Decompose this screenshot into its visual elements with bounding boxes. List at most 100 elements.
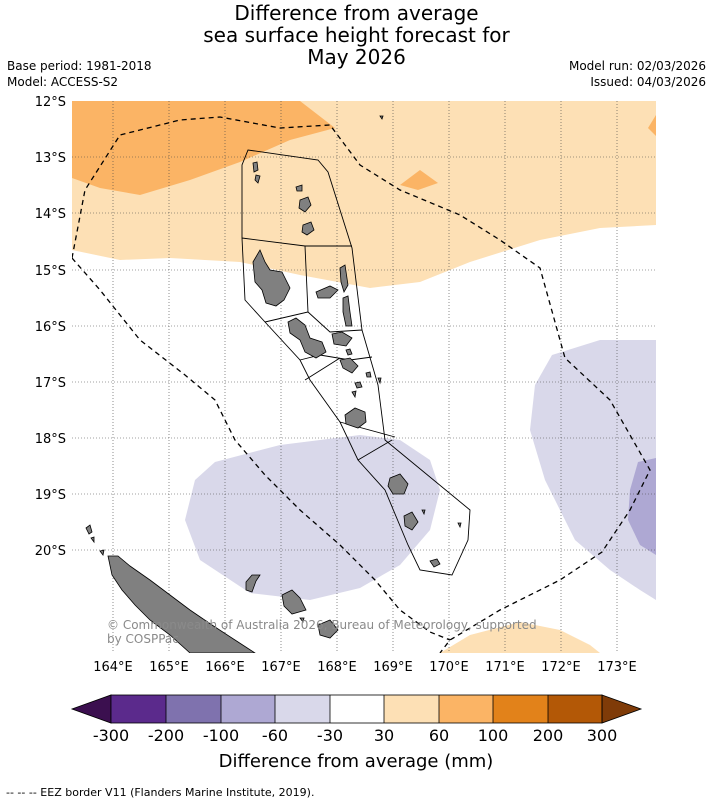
island-emae bbox=[365, 371, 372, 378]
colorbar-tick-label: 100 bbox=[478, 726, 509, 745]
colorbar-title: Difference from average (mm) bbox=[219, 751, 494, 772]
island-small-1 bbox=[377, 377, 382, 385]
island-tiga bbox=[299, 617, 305, 623]
zone-boundary bbox=[241, 149, 471, 576]
colorbar-segment bbox=[275, 695, 330, 723]
island-small-2 bbox=[351, 390, 357, 399]
lon-label: 164°E bbox=[93, 660, 133, 675]
colorbar-segment bbox=[493, 695, 548, 723]
island-belep-2 bbox=[90, 536, 95, 544]
colorbar-segment bbox=[111, 695, 166, 723]
anomaly-neg-south bbox=[185, 435, 440, 600]
lat-label: 15°S bbox=[35, 264, 66, 279]
colorbar-segment bbox=[384, 695, 439, 723]
colorbar-tick-label: 60 bbox=[429, 726, 449, 745]
latitude-labels: 12°S 13°S 14°S 15°S 16°S 17°S 18°S 19°S … bbox=[35, 95, 66, 559]
island-epi bbox=[339, 357, 359, 374]
new-caledonia bbox=[85, 524, 339, 653]
island-tanna bbox=[403, 511, 419, 531]
colorbar-tick-label: -300 bbox=[93, 726, 129, 745]
colorbar-tick-label: 300 bbox=[587, 726, 618, 745]
base-period: Base period: 1981-2018 bbox=[7, 59, 152, 73]
lon-label: 173°E bbox=[597, 660, 637, 675]
lat-label: 13°S bbox=[35, 151, 66, 166]
island-torres-2 bbox=[254, 174, 261, 184]
island-torres bbox=[252, 161, 259, 173]
lat-label: 12°S bbox=[35, 95, 66, 110]
island-ouvea bbox=[245, 574, 261, 593]
colorbar: -300 -200 -100 -60 -30 30 60 100 200 300… bbox=[70, 694, 643, 772]
longitude-labels: 164°E 165°E 166°E 167°E 168°E 169°E 170°… bbox=[93, 660, 637, 675]
colorbar-tick-label: -30 bbox=[317, 726, 343, 745]
anomaly-60-100-northwest bbox=[72, 101, 335, 195]
title-line-2: sea surface height forecast for bbox=[203, 23, 510, 47]
colorbar-segment bbox=[221, 695, 275, 723]
island-vanua-lava bbox=[298, 196, 312, 213]
colorbar-outline bbox=[110, 694, 603, 724]
island-ureparapara bbox=[295, 184, 303, 192]
island-lifou bbox=[281, 589, 307, 615]
copyright-notice: © Commonwealth of Australia 2026, Bureau… bbox=[107, 618, 537, 646]
lon-label: 170°E bbox=[429, 660, 469, 675]
island-small-nc bbox=[99, 549, 105, 556]
island-ambae bbox=[315, 285, 339, 299]
lon-label: 169°E bbox=[373, 660, 413, 675]
colorbar-extend-low bbox=[70, 694, 112, 724]
colorbar-tick-label: 30 bbox=[374, 726, 394, 745]
colorbar-tick-label: -100 bbox=[203, 726, 239, 745]
lon-label: 172°E bbox=[541, 660, 581, 675]
island-aneityum bbox=[429, 558, 441, 568]
island-efate bbox=[344, 407, 367, 429]
lon-label: 166°E bbox=[205, 660, 245, 675]
anomaly-30-60-south bbox=[440, 622, 600, 653]
eez-border bbox=[72, 116, 651, 653]
lat-label: 16°S bbox=[35, 320, 66, 335]
island-tongoa bbox=[354, 381, 363, 389]
anomaly-neg-east bbox=[530, 340, 656, 600]
island-aniwa bbox=[421, 509, 426, 516]
island-mare bbox=[317, 619, 339, 639]
colorbar-segment bbox=[330, 695, 384, 723]
model-name: Model: ACCESS-S2 bbox=[7, 75, 119, 89]
island-belep bbox=[85, 524, 93, 535]
island-pentecost bbox=[342, 295, 353, 327]
anomaly-60-100-east bbox=[648, 115, 656, 136]
map-area bbox=[72, 101, 656, 653]
island-erromango bbox=[387, 473, 409, 495]
anomaly-60-100-patch bbox=[400, 170, 438, 190]
island-malekula bbox=[287, 317, 327, 359]
colorbar-tick-label: -60 bbox=[262, 726, 288, 745]
colorbar-segment bbox=[166, 695, 221, 723]
island-paama bbox=[345, 348, 353, 356]
island-north-reef bbox=[379, 115, 384, 120]
island-ambrym bbox=[331, 331, 353, 347]
colorbar-segment bbox=[439, 695, 493, 723]
title-line-3: May 2026 bbox=[307, 45, 406, 69]
title-line-1: Difference from average bbox=[234, 1, 479, 25]
colorbar-tick-label: -200 bbox=[148, 726, 184, 745]
island-futuna bbox=[457, 522, 462, 529]
lat-label: 14°S bbox=[35, 207, 66, 222]
lon-label: 165°E bbox=[149, 660, 189, 675]
island-gaua bbox=[301, 221, 315, 236]
model-run: Model run: 02/03/2026 bbox=[568, 59, 706, 73]
island-maewo bbox=[339, 264, 349, 294]
colorbar-segment bbox=[548, 695, 602, 723]
eez-legend: -- -- -- EEZ border V11 (Flanders Marine… bbox=[6, 786, 315, 799]
lon-label: 167°E bbox=[261, 660, 301, 675]
issued-date: Issued: 04/03/2026 bbox=[590, 75, 706, 89]
lat-label: 17°S bbox=[35, 376, 66, 391]
gridlines bbox=[72, 101, 656, 653]
lat-label: 18°S bbox=[35, 432, 66, 447]
island-grande-terre bbox=[107, 555, 256, 653]
lon-label: 171°E bbox=[485, 660, 525, 675]
lat-label: 19°S bbox=[35, 488, 66, 503]
anomaly-neg-east-core bbox=[628, 458, 656, 555]
island-espiritu-santo bbox=[252, 249, 291, 307]
colorbar-tick-label: 200 bbox=[533, 726, 564, 745]
lat-label: 20°S bbox=[35, 544, 66, 559]
colorbar-extend-high bbox=[601, 694, 643, 724]
lon-label: 168°E bbox=[317, 660, 357, 675]
vanuatu-islands bbox=[252, 115, 462, 568]
